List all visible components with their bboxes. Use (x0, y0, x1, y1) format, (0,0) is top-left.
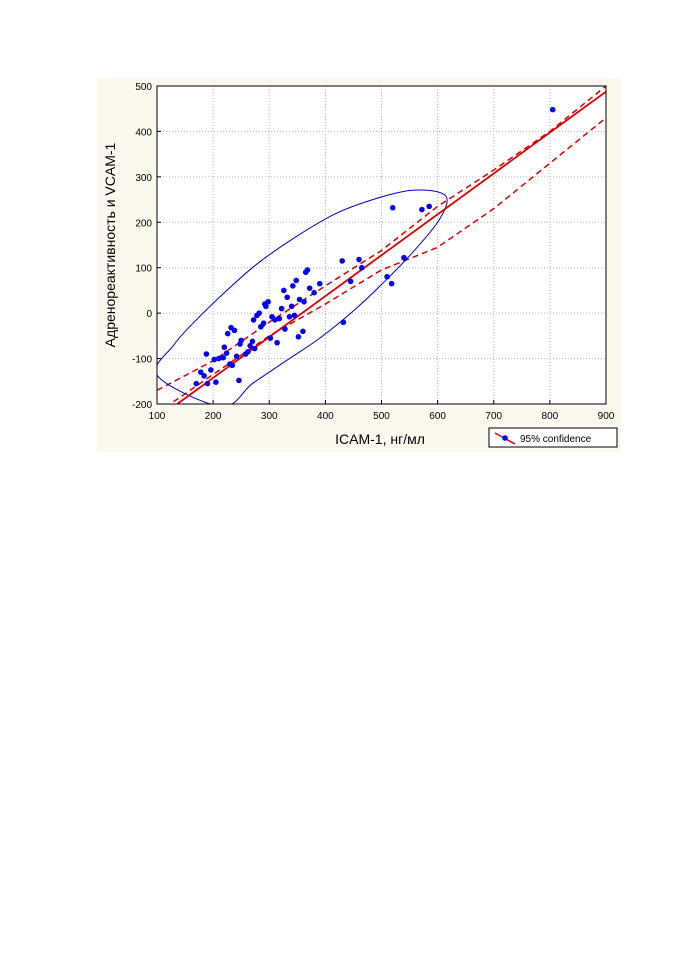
data-point (263, 303, 269, 310)
y-tick-label: -100 (132, 355, 152, 366)
figure-panel: 100 200 300 400 500 600 700 800 900 -200 -100 0 100… (97, 78, 621, 452)
confidence-bands (157, 86, 606, 404)
y-tick-label: -200 (132, 400, 152, 411)
x-tick-label: 100 (149, 411, 166, 422)
data-point (306, 285, 313, 291)
y-tick-labels: -200 -100 0 100 200 300 400 500 (132, 82, 152, 411)
data-point (221, 344, 228, 351)
x-tick-label: 500 (373, 411, 390, 422)
data-point (260, 320, 267, 326)
y-tick-label: 400 (135, 127, 152, 138)
y-tick-label: 500 (135, 82, 152, 93)
data-point (426, 203, 433, 210)
data-point (300, 328, 306, 335)
data-point (204, 380, 211, 387)
data-point (265, 298, 271, 305)
data-point (274, 339, 280, 346)
data-point (250, 317, 257, 323)
data-point (290, 283, 296, 289)
data-point (388, 280, 395, 287)
data-point (267, 335, 274, 341)
data-point (288, 303, 295, 310)
data-point (384, 274, 390, 280)
grid (156, 85, 607, 405)
x-tick-label: 700 (485, 411, 502, 422)
x-axis-label: ICAM-1, нг/мл (335, 431, 425, 447)
data-point (208, 367, 214, 373)
data-point (291, 312, 298, 319)
data-point (229, 362, 236, 369)
data-point (356, 256, 362, 263)
data-point (339, 258, 346, 264)
legend: 95% confidence (488, 427, 618, 448)
data-point (389, 204, 396, 211)
data-point (419, 206, 425, 213)
y-tick-label: 300 (135, 173, 152, 184)
data-point (276, 315, 283, 322)
data-point (272, 317, 278, 323)
data-point (281, 287, 287, 294)
data-point (236, 377, 242, 384)
data-point (401, 254, 407, 261)
data-point (295, 333, 302, 340)
data-point (211, 356, 218, 363)
data-point (304, 267, 311, 273)
plot-frame (156, 85, 607, 405)
legend-point-icon (502, 435, 508, 441)
data-point (215, 355, 222, 362)
data-point (293, 277, 299, 284)
data-point (286, 313, 293, 320)
data-point (233, 353, 240, 360)
data-point (223, 350, 230, 356)
data-point (201, 373, 207, 379)
data-point (238, 337, 244, 344)
y-tick-label: 0 (146, 309, 152, 320)
data-point (340, 319, 347, 326)
data-point (278, 305, 285, 312)
x-tick-label: 200 (205, 411, 222, 422)
x-tick-label: 300 (261, 411, 278, 422)
legend-box (488, 427, 618, 448)
confidence-band-lower (168, 117, 606, 404)
data-point (347, 278, 354, 285)
x-tick-label: 900 (598, 411, 615, 422)
data-point (231, 327, 238, 334)
data-point (197, 369, 204, 376)
data-point (193, 380, 200, 387)
data-point (549, 106, 556, 113)
y-axis-label: Адренореактивность и VCAM-1 (102, 142, 118, 347)
data-point (203, 351, 210, 357)
confidence-ellipse-curve (157, 189, 448, 404)
scatter-chart: 100 200 300 400 500 600 700 800 900 -200 -100 0 100… (102, 82, 618, 448)
x-tick-label: 400 (317, 411, 334, 422)
data-point (256, 310, 262, 316)
confidence-ellipse (157, 189, 448, 404)
x-tick-label: 800 (542, 411, 559, 422)
data-point (301, 298, 307, 305)
data-point (220, 354, 227, 361)
y-tick-label: 100 (135, 264, 152, 275)
data-point (224, 330, 231, 337)
y-tick-label: 200 (135, 218, 152, 229)
data-point (284, 294, 291, 301)
data-point (247, 343, 253, 349)
x-tick-labels: 100 200 300 400 500 600 700 800 900 (149, 411, 615, 422)
data-points (193, 106, 556, 387)
data-point (249, 338, 256, 345)
data-point (359, 264, 365, 271)
confidence-band-upper (157, 86, 606, 392)
data-point (251, 345, 258, 352)
x-tick-label: 600 (429, 411, 446, 422)
data-point (282, 326, 288, 332)
data-point (311, 289, 317, 296)
data-point (296, 296, 303, 303)
data-point (245, 348, 251, 355)
legend-label: 95% confidence (520, 434, 592, 445)
data-point (213, 379, 219, 385)
data-point (316, 280, 323, 287)
